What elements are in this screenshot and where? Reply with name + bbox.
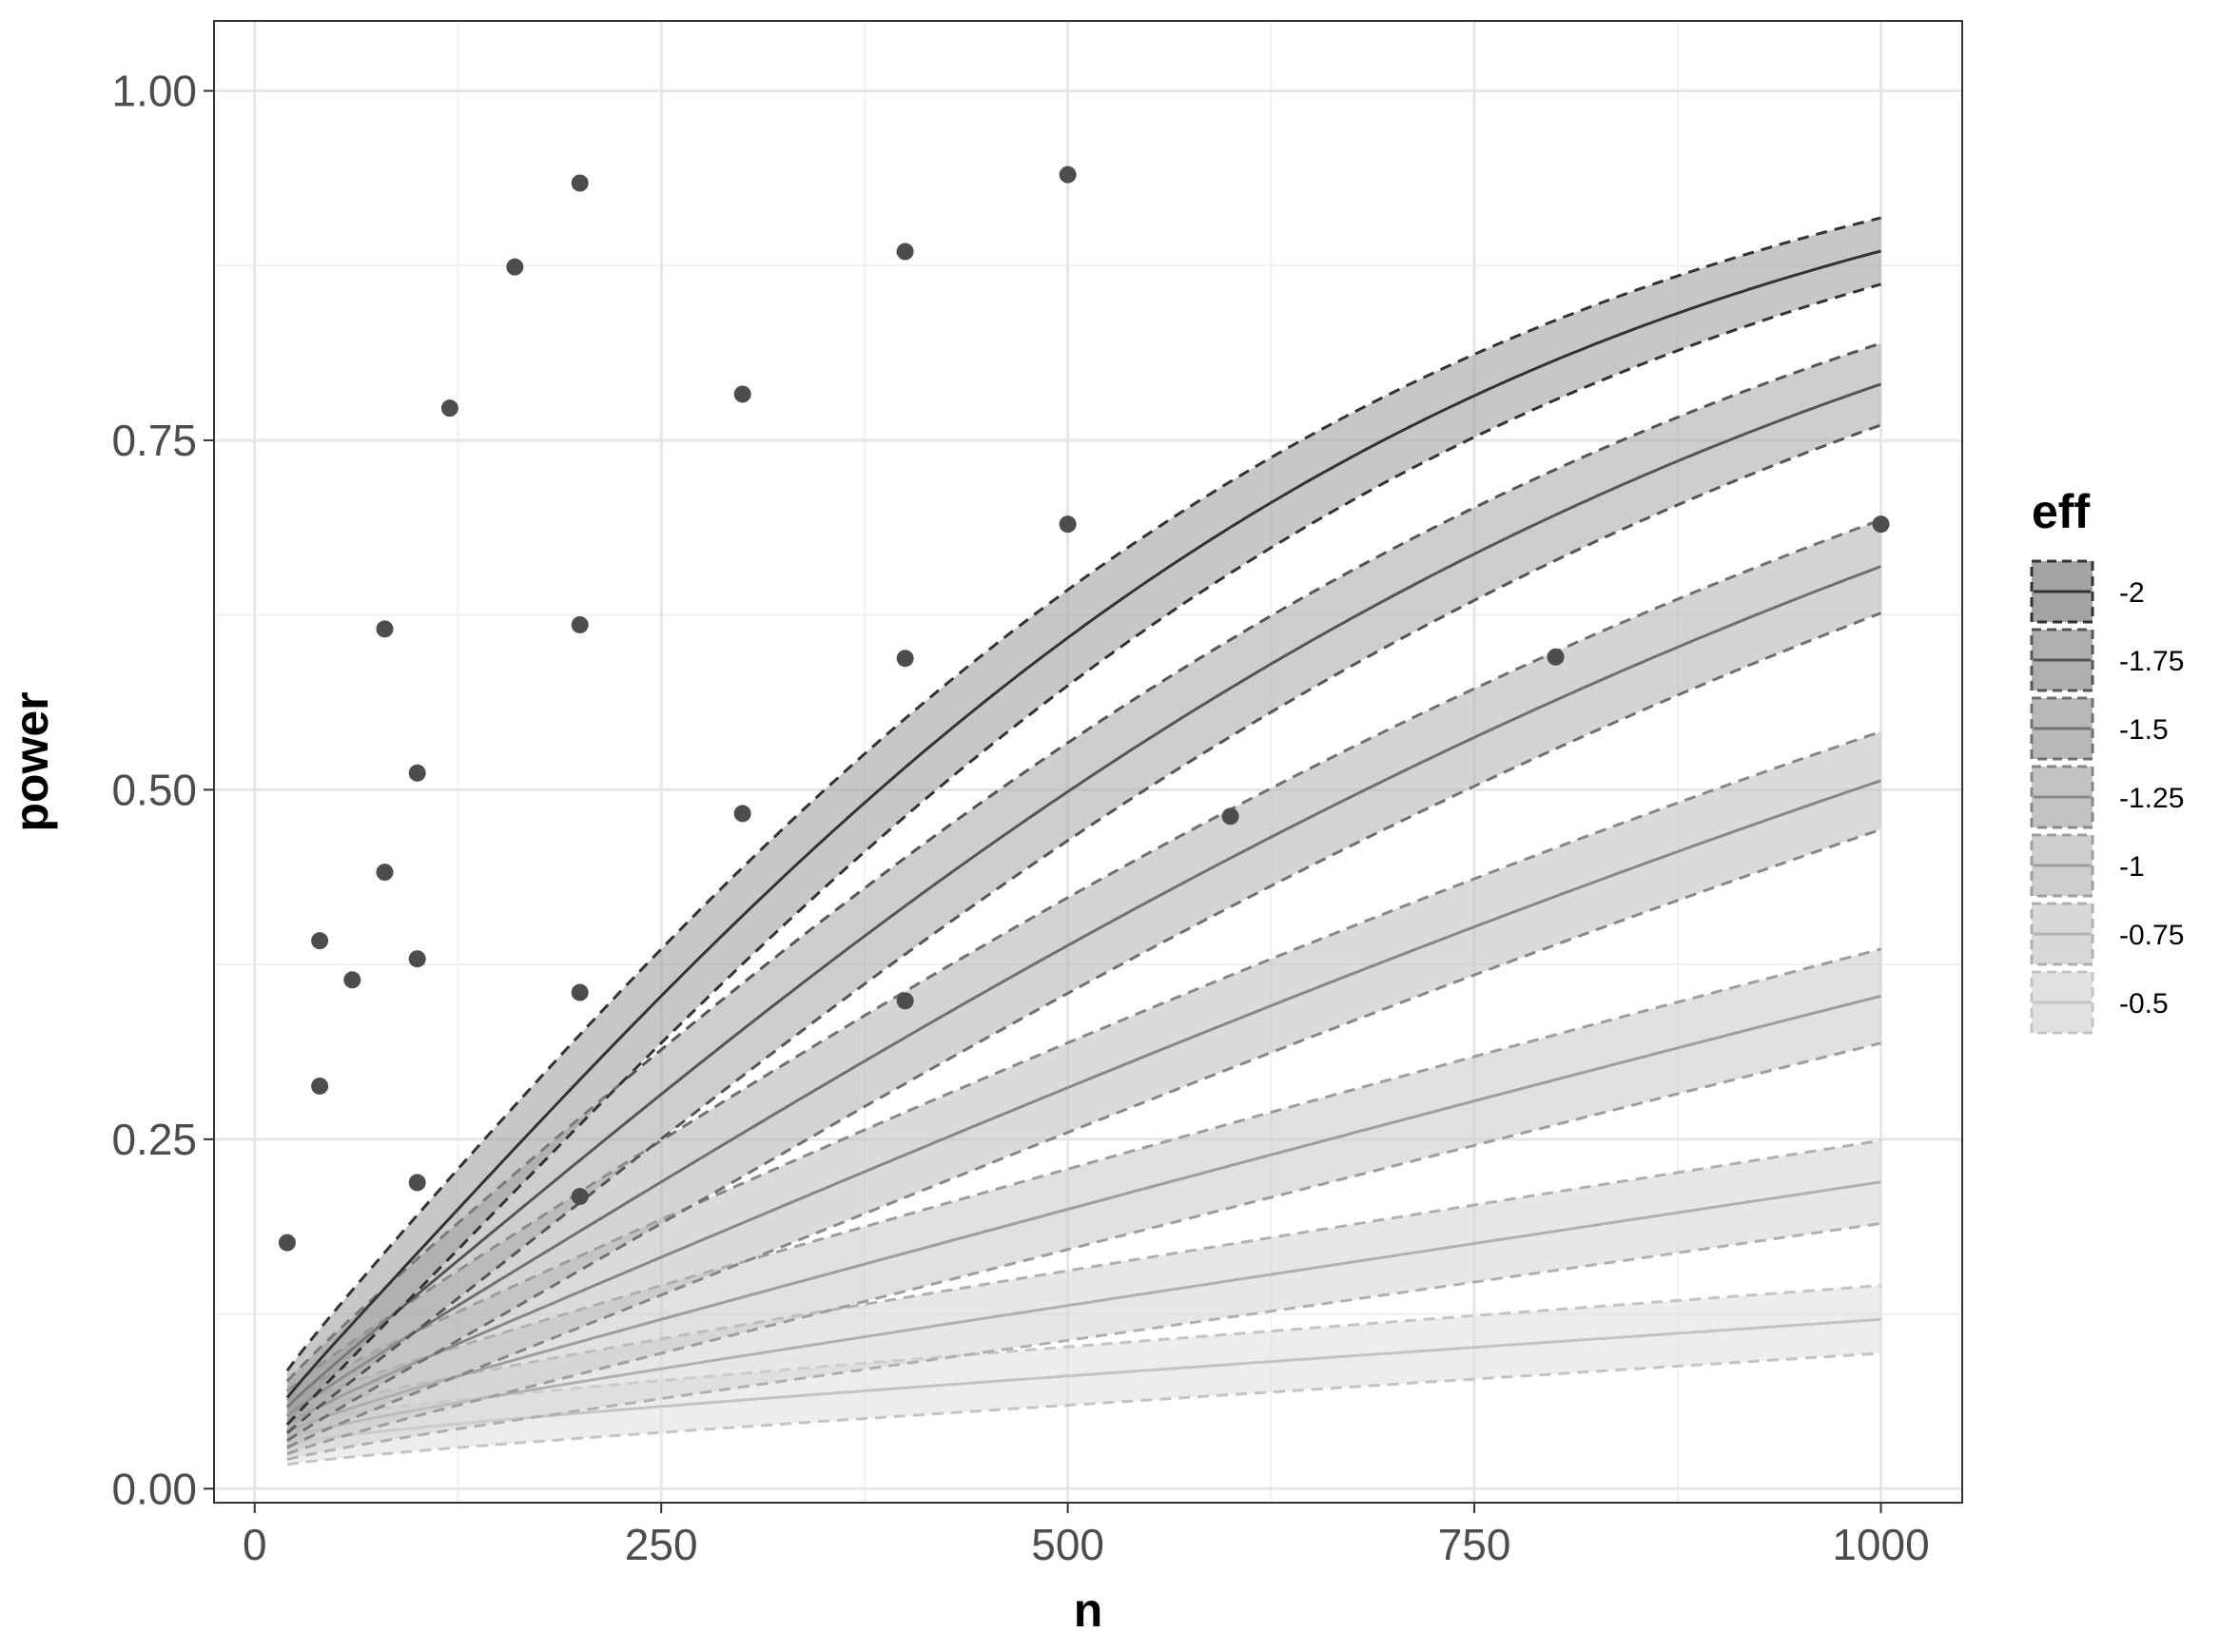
y-tick-label: 0.25 xyxy=(111,1115,197,1164)
legend-label-eff--0.5: -0.5 xyxy=(2119,988,2169,1020)
data-point xyxy=(571,615,589,633)
legend-label-eff--1: -1 xyxy=(2119,851,2145,883)
data-point xyxy=(1547,648,1565,666)
power-line-eff--1.75 xyxy=(285,382,1881,1409)
data-point xyxy=(343,971,361,989)
y-tick-label: 1.00 xyxy=(111,66,197,115)
data-point xyxy=(896,650,914,668)
ribbon-eff--0.75 xyxy=(286,1140,1881,1460)
data-point xyxy=(376,864,394,882)
power-line-eff--0.75 xyxy=(286,1180,1881,1440)
x-tick-label: 250 xyxy=(625,1520,698,1569)
legend-title: eff xyxy=(2032,485,2090,538)
data-point xyxy=(311,1077,329,1095)
legend-label-eff--1.75: -1.75 xyxy=(2119,646,2184,677)
data-point xyxy=(571,983,589,1001)
ci-lower-eff--1.25 xyxy=(286,827,1881,1449)
ci-lower-eff--0.5 xyxy=(286,1351,1881,1467)
data-point xyxy=(311,932,329,950)
axes: 0 250 500 750 1000 0.00 0.25 0.50 0.75 1.00 n power xyxy=(5,20,1963,1637)
power-line-eff--1.25 xyxy=(286,779,1881,1426)
ci-lower-eff--2 xyxy=(285,282,1881,1426)
data-point xyxy=(733,805,751,823)
data-point xyxy=(408,1174,426,1192)
x-axis-title: n xyxy=(1074,1584,1103,1637)
data-point xyxy=(896,243,914,261)
data-point xyxy=(440,399,458,418)
y-axis-title: power xyxy=(5,691,58,831)
x-tick-label: 750 xyxy=(1438,1520,1511,1569)
ribbon-eff--1.75 xyxy=(286,342,1881,1433)
ci-lower-eff--1.75 xyxy=(285,423,1882,1434)
power-line-eff--1.5 xyxy=(286,565,1882,1417)
panel-border xyxy=(213,20,1963,1504)
legend: eff -2 -1.75 -1.5 -1.25 -1 -0.75 -0.5 xyxy=(2030,485,2184,1035)
ci-upper-eff--1.75 xyxy=(285,341,1881,1383)
data-point xyxy=(278,1234,296,1252)
ribbon-eff--1.5 xyxy=(286,519,1881,1441)
data-point xyxy=(1872,515,1890,534)
x-tick-label: 0 xyxy=(243,1520,267,1569)
data-point xyxy=(506,258,524,276)
data-point xyxy=(1221,807,1239,826)
y-tick-label: 0.75 xyxy=(111,416,197,465)
ci-lower-eff--1 xyxy=(286,1041,1881,1456)
data-point xyxy=(896,992,914,1010)
ribbon-eff--1.25 xyxy=(286,731,1881,1448)
data-point xyxy=(571,1188,589,1206)
plot-panel xyxy=(214,21,1962,1503)
y-tick-label: 0.00 xyxy=(111,1464,197,1513)
data-point xyxy=(1059,515,1077,534)
ci-upper-eff--2 xyxy=(285,216,1881,1372)
legend-label-eff--0.75: -0.75 xyxy=(2119,920,2184,951)
x-tick-label: 500 xyxy=(1031,1520,1104,1569)
data-point xyxy=(733,385,751,403)
data-point xyxy=(408,950,426,968)
data-point xyxy=(1059,165,1077,184)
power-line-eff--2 xyxy=(285,249,1881,1399)
ci-upper-eff--1.5 xyxy=(285,518,1882,1392)
legend-label-eff--2: -2 xyxy=(2119,577,2145,609)
legend-label-eff--1.5: -1.5 xyxy=(2119,714,2169,746)
legend-label-eff--1.25: -1.25 xyxy=(2119,783,2184,814)
data-point xyxy=(408,764,426,782)
x-tick-label: 1000 xyxy=(1832,1520,1929,1569)
ci-lower-eff--0.75 xyxy=(286,1221,1881,1462)
ribbon-eff--1 xyxy=(286,948,1881,1454)
data-point xyxy=(571,174,589,192)
y-tick-label: 0.50 xyxy=(111,765,197,814)
ci-lower-eff--1.5 xyxy=(286,612,1882,1443)
power-line-eff--1 xyxy=(286,994,1881,1433)
data-point xyxy=(376,620,394,638)
